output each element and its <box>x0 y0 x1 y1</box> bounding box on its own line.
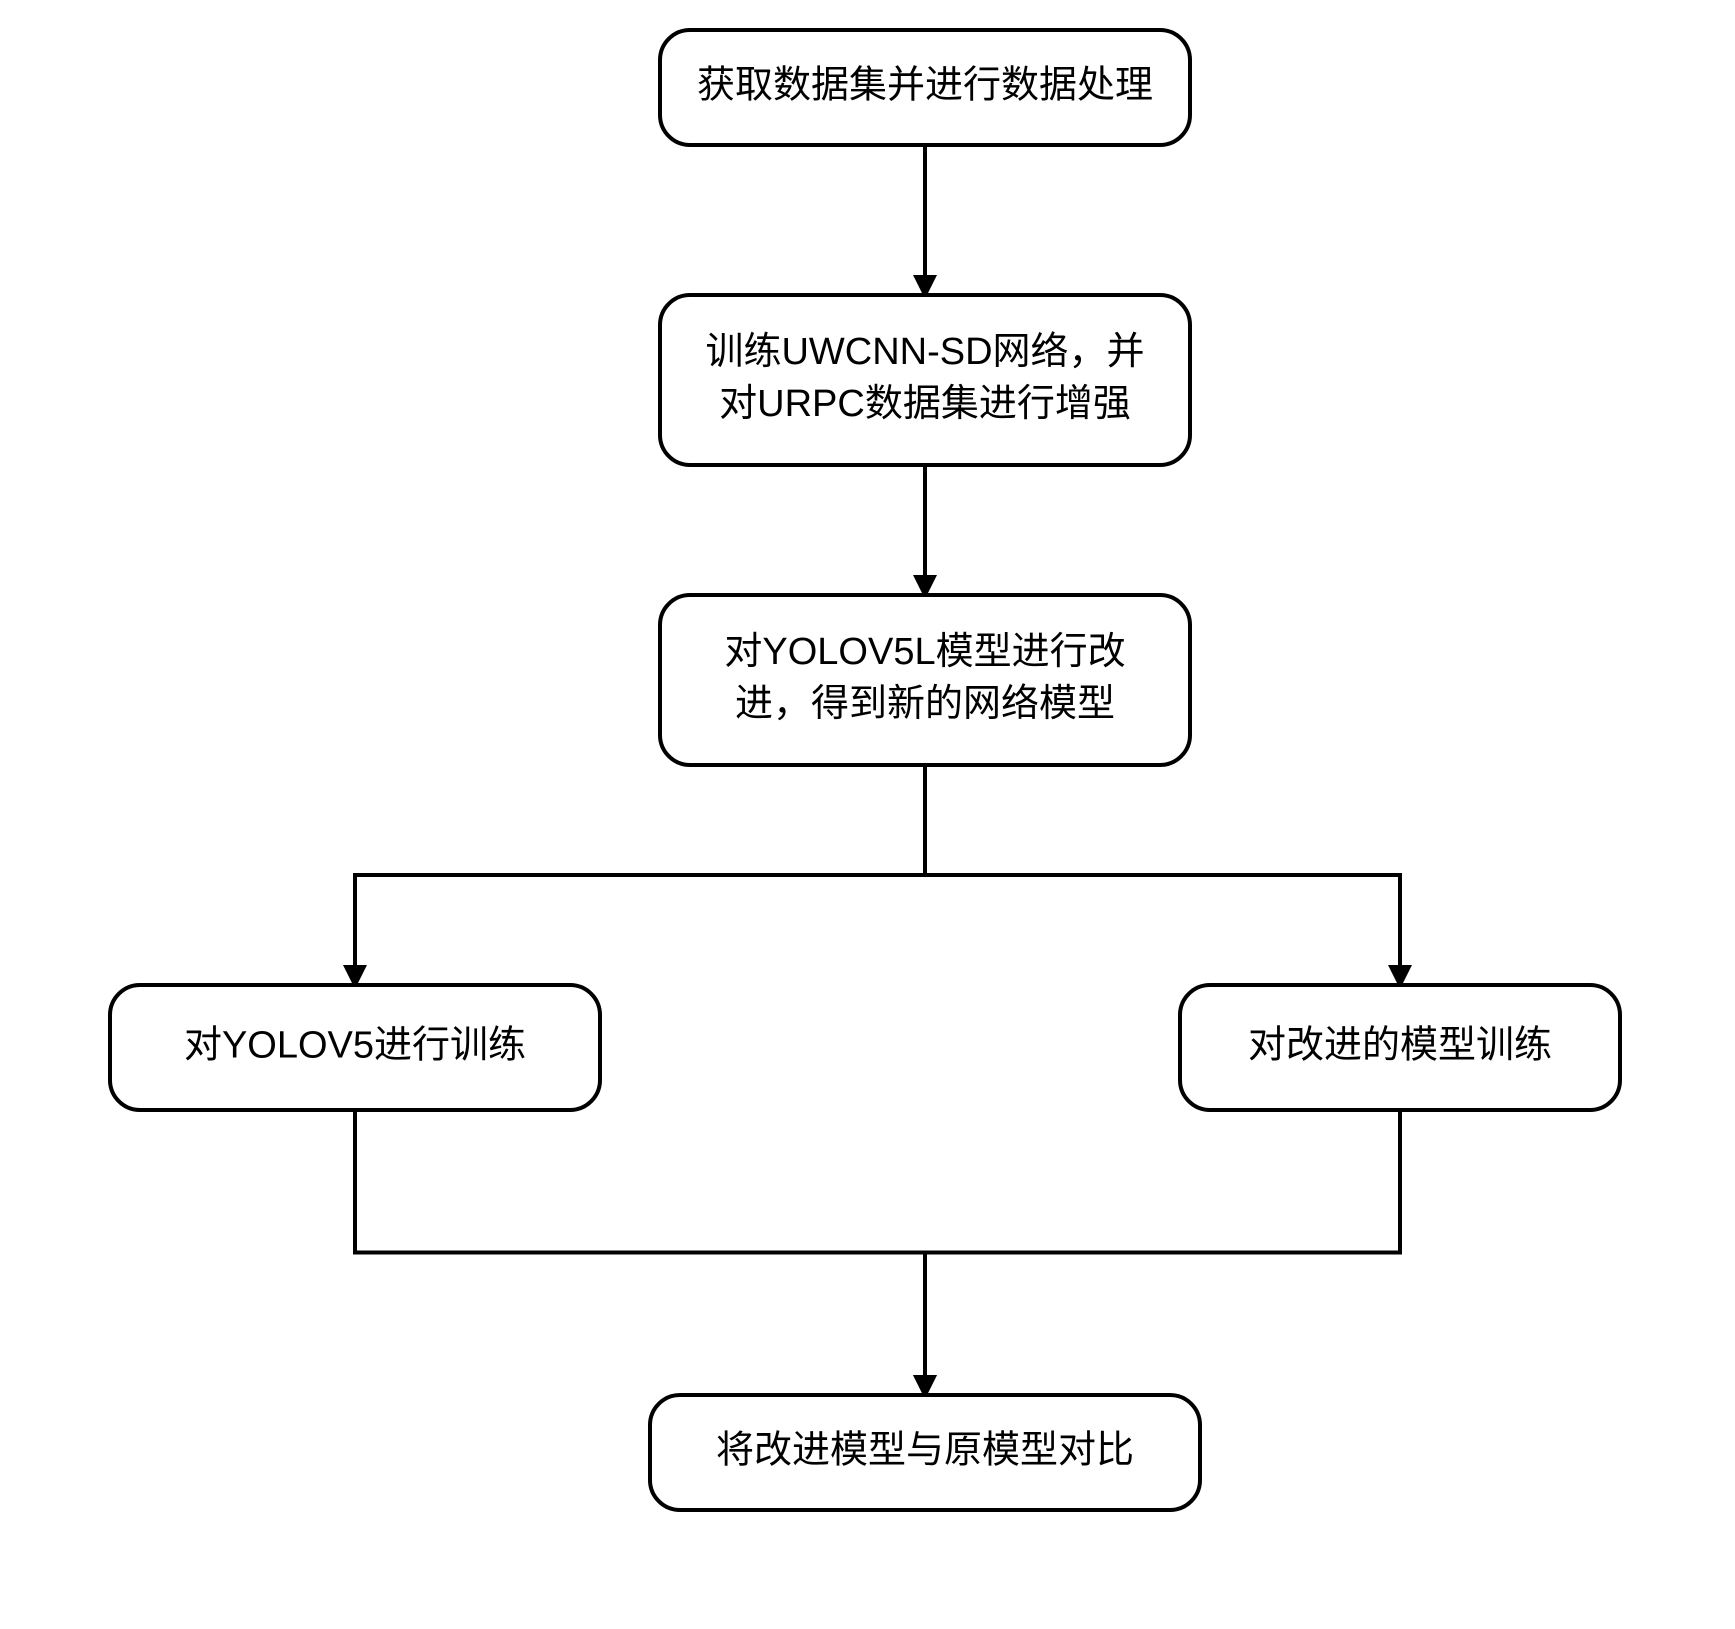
edge <box>355 1110 925 1395</box>
node-label: 对改进的模型训练 <box>1248 1025 1552 1067</box>
node-label: 对URPC数据集进行增强 <box>719 383 1131 425</box>
flow-node: 获取数据集并进行数据处理 <box>660 30 1190 145</box>
node-box <box>660 595 1190 765</box>
node-label: 将改进模型与原模型对比 <box>716 1430 1134 1472</box>
edge <box>925 1110 1400 1395</box>
node-label: 获取数据集并进行数据处理 <box>697 65 1153 107</box>
node-label: 对YOLOV5进行训练 <box>184 1025 526 1067</box>
node-label: 进，得到新的网络模型 <box>735 683 1115 725</box>
flow-node: 将改进模型与原模型对比 <box>650 1395 1200 1510</box>
edge <box>925 765 1400 985</box>
node-label: 对YOLOV5L模型进行改 <box>724 631 1125 673</box>
flow-node: 对YOLOV5进行训练 <box>110 985 600 1110</box>
node-box <box>660 295 1190 465</box>
edge <box>355 765 925 985</box>
node-label: 训练UWCNN-SD网络，并 <box>705 331 1144 373</box>
flowchart-canvas: 获取数据集并进行数据处理训练UWCNN-SD网络，并对URPC数据集进行增强对Y… <box>0 0 1735 1629</box>
flow-node: 对YOLOV5L模型进行改进，得到新的网络模型 <box>660 595 1190 765</box>
flow-node: 训练UWCNN-SD网络，并对URPC数据集进行增强 <box>660 295 1190 465</box>
flow-node: 对改进的模型训练 <box>1180 985 1620 1110</box>
